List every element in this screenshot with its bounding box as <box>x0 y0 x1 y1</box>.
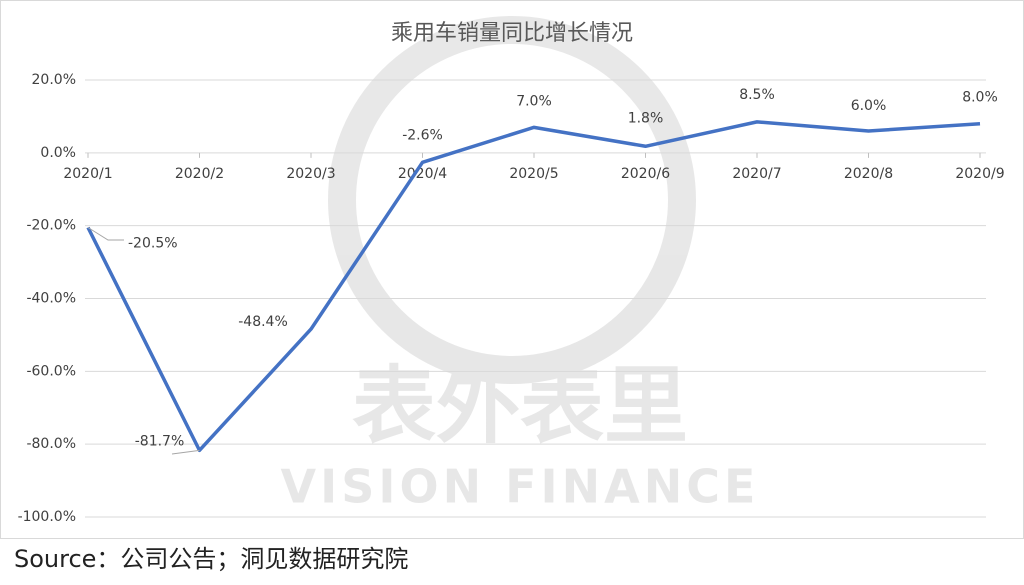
data-label: -20.5% <box>128 235 178 251</box>
data-label: 1.8% <box>628 110 664 126</box>
data-label: 6.0% <box>851 98 887 114</box>
y-tick-label: -100.0% <box>18 509 76 525</box>
x-tick-label: 2020/4 <box>398 166 447 182</box>
y-tick-label: -80.0% <box>26 436 76 452</box>
data-label: 8.0% <box>962 90 998 106</box>
y-tick-label: -60.0% <box>26 363 76 379</box>
watermark-logo <box>328 16 696 384</box>
y-tick-label: 20.0% <box>32 72 76 88</box>
x-tick-label: 2020/8 <box>844 166 893 182</box>
leader-line <box>87 227 124 241</box>
y-tick-label: -40.0% <box>26 291 76 307</box>
watermark-text: VISION FINANCE <box>281 460 760 514</box>
source-note: Source：公司公告；洞见数据研究院 <box>14 545 408 573</box>
data-label: -81.7% <box>135 433 185 449</box>
x-tick-label: 2020/1 <box>63 166 112 182</box>
y-tick-label: -20.0% <box>26 218 76 234</box>
x-tick-label: 2020/2 <box>175 166 224 182</box>
data-label: -48.4% <box>238 314 288 330</box>
chart-frame <box>0 0 1024 539</box>
watermark-text: 表外表里 <box>352 357 688 455</box>
chart-title: 乘用车销量同比增长情况 <box>391 21 633 46</box>
line-series <box>86 120 981 453</box>
x-tick-label: 2020/3 <box>286 166 335 182</box>
data-label: -2.6% <box>402 127 443 143</box>
leader-line <box>171 449 200 455</box>
data-label: 8.5% <box>739 87 775 103</box>
data-label: 7.0% <box>516 93 552 109</box>
x-tick-label: 2020/7 <box>732 166 781 182</box>
x-tick-label: 2020/6 <box>621 166 670 182</box>
x-tick-label: 2020/9 <box>955 166 1004 182</box>
y-tick-label: 0.0% <box>40 145 76 161</box>
watermark: 表外表里 VISION FINANCE <box>281 16 760 514</box>
x-tick-label: 2020/5 <box>509 166 558 182</box>
